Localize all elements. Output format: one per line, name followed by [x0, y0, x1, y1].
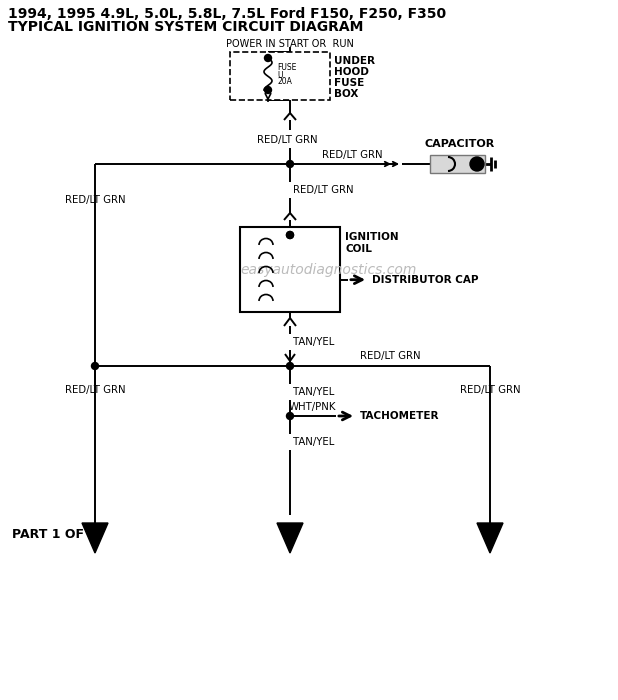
Text: A: A [90, 526, 100, 540]
Text: IGNITION: IGNITION [345, 232, 399, 242]
Text: TAN/YEL: TAN/YEL [293, 437, 334, 447]
Text: WHT/PNK: WHT/PNK [288, 402, 336, 412]
Text: FUSE: FUSE [277, 64, 297, 73]
Bar [240, 227, 340, 312]
Polygon shape [82, 523, 108, 553]
Text: COIL: COIL [345, 244, 372, 254]
Polygon shape [277, 523, 303, 553]
Text: RED/LT GRN: RED/LT GRN [460, 385, 520, 395]
Text: 1994, 1995 4.9L, 5.0L, 5.8L, 7.5L Ford F150, F250, F350: 1994, 1995 4.9L, 5.0L, 5.8L, 7.5L Ford F… [8, 7, 446, 21]
Circle shape [265, 55, 271, 62]
Text: DISTRIBUTOR CAP: DISTRIBUTOR CAP [372, 274, 478, 285]
Text: U: U [277, 71, 282, 80]
Text: B: B [286, 526, 295, 540]
Circle shape [287, 412, 294, 419]
Circle shape [287, 232, 294, 239]
Text: C: C [485, 526, 494, 540]
Circle shape [287, 232, 294, 239]
Text: CAPACITOR: CAPACITOR [425, 139, 494, 149]
Text: TYPICAL IGNITION SYSTEM CIRCUIT DIAGRAM: TYPICAL IGNITION SYSTEM CIRCUIT DIAGRAM [8, 20, 363, 34]
Text: TAN/YEL: TAN/YEL [293, 387, 334, 397]
Circle shape [287, 160, 294, 167]
Bar [430, 155, 485, 173]
Text: RED/LT GRN: RED/LT GRN [322, 150, 383, 160]
Text: UNDER: UNDER [334, 56, 375, 66]
Text: FUSE: FUSE [334, 78, 364, 88]
Text: POWER IN START OR  RUN: POWER IN START OR RUN [226, 39, 354, 49]
Text: RED/LT GRN: RED/LT GRN [360, 351, 420, 361]
Circle shape [287, 363, 294, 370]
Text: 20A: 20A [277, 78, 292, 87]
Text: TAN/YEL: TAN/YEL [293, 337, 334, 347]
Polygon shape [477, 523, 503, 553]
Text: HOOD: HOOD [334, 67, 369, 77]
Circle shape [470, 157, 484, 171]
Text: RED/LT GRN: RED/LT GRN [256, 135, 317, 145]
Circle shape [265, 87, 271, 94]
Text: easyautodiagnostics.com: easyautodiagnostics.com [240, 263, 417, 277]
Text: RED/LT GRN: RED/LT GRN [293, 185, 353, 195]
Circle shape [91, 363, 98, 370]
Text: RED/LT GRN: RED/LT GRN [65, 385, 125, 395]
Text: PART 1 OF 2: PART 1 OF 2 [12, 528, 97, 542]
Bar [230, 52, 330, 100]
Text: TACHOMETER: TACHOMETER [360, 411, 439, 421]
Text: RED/LT GRN: RED/LT GRN [65, 195, 125, 205]
Text: BOX: BOX [334, 89, 358, 99]
